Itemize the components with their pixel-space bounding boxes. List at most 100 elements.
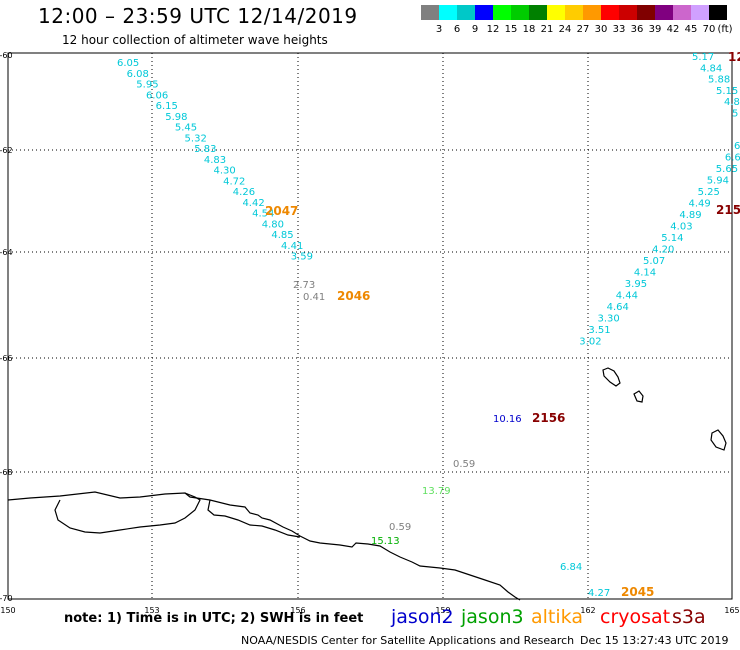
latitude-label: -60 xyxy=(0,51,13,60)
legend-swatch xyxy=(709,5,727,20)
legend-value: 3 xyxy=(435,24,443,35)
glacier-tongue-outline xyxy=(207,499,301,538)
longitude-label: 156 xyxy=(290,606,305,615)
legend-swatch xyxy=(439,5,457,20)
pass-time-label: 215 xyxy=(716,203,740,217)
wave-height-label: 4.03 xyxy=(670,222,692,233)
wave-height-label: 5.94 xyxy=(707,176,729,187)
wave-height-label: 4.42 xyxy=(242,198,264,209)
wave-height-label: 3.95 xyxy=(625,279,647,290)
wave-height-label: 2.73 xyxy=(293,280,315,291)
wave-height-label: 6.06 xyxy=(146,90,168,101)
legend-jason2: jason2 xyxy=(391,606,454,628)
legend-swatch xyxy=(547,5,565,20)
legend-swatch xyxy=(529,5,547,20)
wave-height-label: 4.80 xyxy=(262,219,284,230)
wave-height-label: 4.14 xyxy=(634,268,656,279)
longitude-label: 153 xyxy=(144,606,159,615)
wave-height-label: 4.85 xyxy=(271,230,293,241)
legend-altika: altika xyxy=(531,606,583,628)
wave-height-label: 4.20 xyxy=(652,245,674,256)
wave-height-label: 5.32 xyxy=(185,133,207,144)
longitude-label: 159 xyxy=(435,606,450,615)
legend-swatch xyxy=(493,5,511,20)
wave-height-label: 5.88 xyxy=(708,75,730,86)
wave-height-label: 4.41 xyxy=(281,241,303,252)
legend-value: 27 xyxy=(576,24,590,35)
longitude-label: 165 xyxy=(724,606,739,615)
wave-height-label: 15.13 xyxy=(371,536,400,547)
legend-value: 42 xyxy=(666,24,680,35)
island-2 xyxy=(633,390,644,403)
legend-swatch xyxy=(565,5,583,20)
legend-cryosat: cryosat xyxy=(600,606,671,628)
legend-value: 9 xyxy=(471,24,479,35)
wave-height-label: 5.14 xyxy=(661,233,683,244)
wave-height-label: 3.30 xyxy=(598,314,620,325)
wave-height-label: 5 xyxy=(732,109,738,120)
legend-value: 15 xyxy=(504,24,518,35)
legend-swatch xyxy=(457,5,475,20)
wave-height-label: 5.07 xyxy=(643,256,665,267)
wave-height-label: 4.89 xyxy=(679,210,701,221)
legend-unit: (ft) xyxy=(717,24,733,35)
legend-value: 6 xyxy=(453,24,461,35)
wave-height-label: 0.41 xyxy=(303,292,325,303)
wave-height-label: 6.84 xyxy=(560,562,582,573)
legend-value: 21 xyxy=(540,24,554,35)
wave-height-label: 4.27 xyxy=(588,588,610,599)
wave-height-label: 4.72 xyxy=(223,176,245,187)
legend-value: 33 xyxy=(612,24,626,35)
legend-swatch xyxy=(691,5,709,20)
pass-time-label: 2046 xyxy=(337,289,370,303)
wave-height-label: 4.64 xyxy=(607,302,629,313)
legend-value: 70 xyxy=(702,24,716,35)
wave-height-label: 6.15 xyxy=(156,101,178,112)
latitude-label: -62 xyxy=(0,146,13,155)
latitude-label: -68 xyxy=(0,468,13,477)
wave-height-label: 3.59 xyxy=(291,252,313,263)
wave-height-label: 5.45 xyxy=(175,123,197,134)
legend-swatch xyxy=(583,5,601,20)
legend-jason3: jason3 xyxy=(461,606,524,628)
wave-height-label: 4.54 xyxy=(252,209,274,220)
legend-swatch xyxy=(421,5,439,20)
legend-value: 39 xyxy=(648,24,662,35)
graticule: 150 153 156 159 162 165 -60 -62 -64 -66 -68 -70 xyxy=(0,51,740,615)
legend-s3a: s3a xyxy=(672,606,706,628)
wave-height-label: 4.30 xyxy=(214,166,236,177)
wave-height-label: 5.17 xyxy=(692,52,714,63)
wave-height-label: 5.83 xyxy=(194,144,216,155)
wave-height-labels: 6.056.085.956.066.155.985.455.325.834.83… xyxy=(117,50,740,599)
pass-time-label: 2045 xyxy=(621,585,654,599)
wave-height-label: 5.15 xyxy=(716,86,738,97)
wave-height-label: 0.59 xyxy=(389,522,411,533)
legend-swatch xyxy=(637,5,655,20)
latitude-label: -64 xyxy=(0,248,13,257)
wave-height-label: 13.79 xyxy=(422,486,451,497)
wave-height-label: 3.51 xyxy=(588,325,610,336)
coastline xyxy=(7,491,521,601)
ice-shelf-outline xyxy=(54,492,201,534)
wave-height-label: 6.08 xyxy=(127,69,149,80)
generated-timestamp: Dec 15 13:27:43 UTC 2019 xyxy=(580,634,729,647)
credit-text: NOAA/NESDIS Center for Satellite Applica… xyxy=(241,634,575,647)
wave-height-label: 6 xyxy=(734,141,740,152)
legend-value: 18 xyxy=(522,24,536,35)
latitude-label: -70 xyxy=(0,594,13,603)
wave-height-label: 4.44 xyxy=(616,291,638,302)
map-subtitle: 12 hour collection of altimeter wave hei… xyxy=(62,33,328,47)
wave-height-label: 4.83 xyxy=(204,155,226,166)
wave-height-label: 4.49 xyxy=(689,199,711,210)
wave-height-label: 6.6 xyxy=(725,153,740,164)
wave-height-label: 0.59 xyxy=(453,459,475,470)
legend-swatch xyxy=(511,5,529,20)
pass-time-label: 2047 xyxy=(265,204,298,218)
wave-height-label: 4.8 xyxy=(724,97,740,108)
wave-height-label: 6.05 xyxy=(117,58,139,69)
wave-height-label: 3.02 xyxy=(579,337,601,348)
island-3 xyxy=(710,429,727,451)
legend-value: 12 xyxy=(486,24,500,35)
map-frame xyxy=(7,52,733,600)
